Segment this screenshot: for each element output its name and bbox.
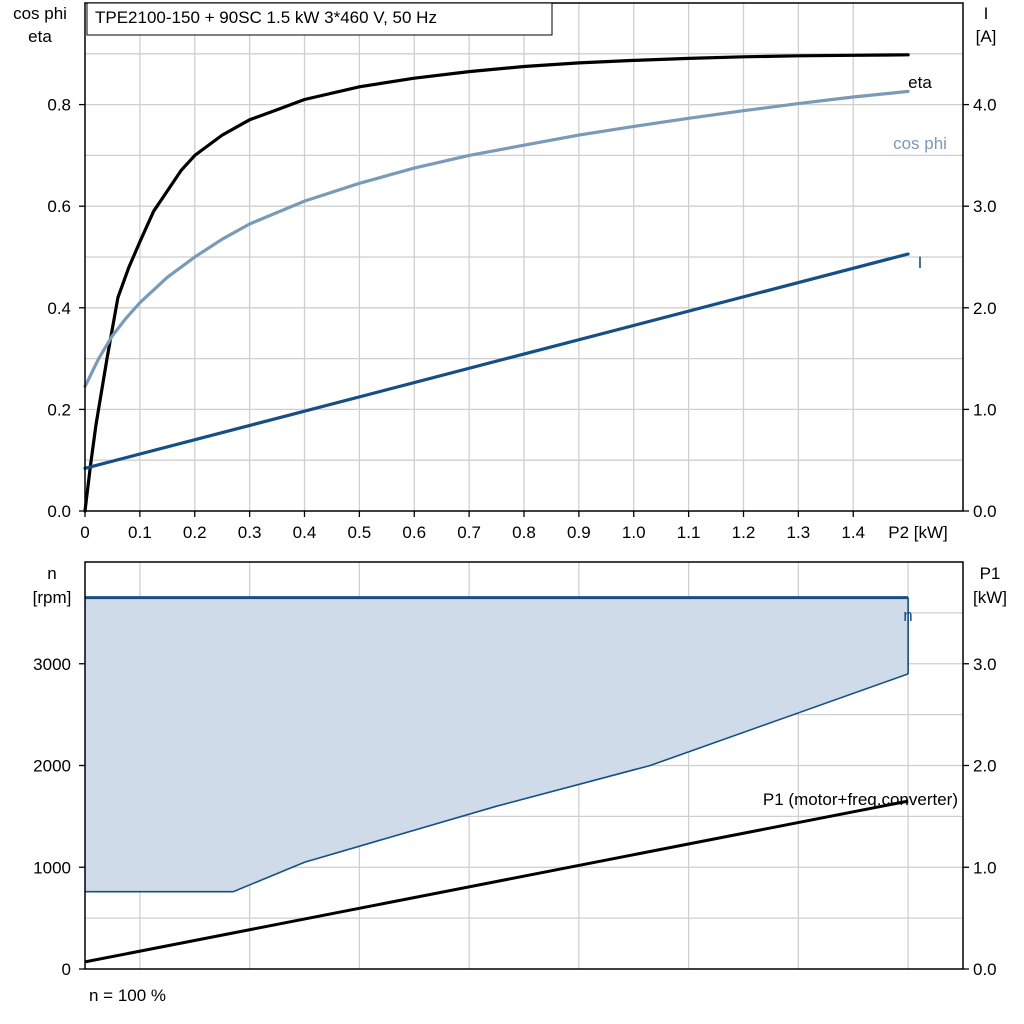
x-axis-tick-label: 0.9 xyxy=(567,523,591,542)
upper-series xyxy=(83,53,910,513)
upper-x-axis-label: P2 [kW] xyxy=(888,523,948,542)
x-axis-tick-label: 0.2 xyxy=(183,523,207,542)
x-axis-tick-label: 0.1 xyxy=(128,523,152,542)
right-axis-tick-label: 2.0 xyxy=(973,299,997,318)
lower-chart: 0 1000 2000 3000 0.0 1.0 2.0 3.0 n [rpm] P1 [kW… xyxy=(33,561,1007,1005)
eta-curve xyxy=(83,53,910,513)
upper-chart: 0 0.1 0.2 0.3 0.4 0.5 0.6 0.7 0.8 0.9 1.0 1.1 1.2 1.3… xyxy=(13,2,997,542)
power-axis-tick-label: 2.0 xyxy=(973,757,997,776)
x-axis-tick-label: 0.7 xyxy=(457,523,481,542)
x-axis-tick-label: 0.4 xyxy=(293,523,317,542)
right-axis-tick-label: 1.0 xyxy=(973,400,997,419)
right-axis-tick-label: 4.0 xyxy=(973,96,997,115)
x-axis-tick-label: 1.4 xyxy=(841,523,865,542)
upper-ticks: 0 0.1 0.2 0.3 0.4 0.5 0.6 0.7 0.8 0.9 1.0 1.1 1.2 1.3… xyxy=(47,96,996,542)
x-axis-tick-label: 0 xyxy=(80,523,89,542)
power-axis-tick-label: 3.0 xyxy=(973,655,997,674)
speed-series-label: n xyxy=(903,606,912,625)
speed-axis-tick-label: 2000 xyxy=(33,757,71,776)
x-axis-tick-label: 0.8 xyxy=(512,523,536,542)
min-speed-boundary xyxy=(85,673,909,893)
current-series-label: I xyxy=(918,253,923,272)
x-axis-tick-label: 0.6 xyxy=(402,523,426,542)
power-axis-tick-label: 0.0 xyxy=(973,960,997,979)
title-box xyxy=(86,2,553,36)
left-axis-tick-label: 0.8 xyxy=(47,96,71,115)
right-axis-tick-label: 3.0 xyxy=(973,197,997,216)
right-axis-tick-label: 0.0 xyxy=(973,502,997,521)
left-axis-tick-label: 0.4 xyxy=(47,299,71,318)
x-axis-tick-label: 1.0 xyxy=(622,523,646,542)
lower-series xyxy=(84,596,909,964)
lower-left-axis-label-2: [rpm] xyxy=(33,588,72,607)
speed-axis-tick-label: 3000 xyxy=(33,655,71,674)
cos-phi-series-label: cos phi xyxy=(893,134,947,153)
speed-axis-tick-label: 1000 xyxy=(33,858,71,877)
cos-phi-curve xyxy=(83,89,910,389)
speed-operating-area xyxy=(85,597,909,892)
left-axis-tick-label: 0.0 xyxy=(47,502,71,521)
chart-title: TPE2100-150 + 90SC 1.5 kW 3*460 V, 50 Hz xyxy=(95,8,437,27)
x-axis-tick-label: 0.5 xyxy=(348,523,372,542)
p1-power-line xyxy=(84,799,909,964)
eta-series-label: eta xyxy=(908,73,932,92)
upper-grid xyxy=(85,3,963,511)
x-axis-tick-label: 1.2 xyxy=(732,523,756,542)
upper-left-axis-label-1: cos phi xyxy=(13,4,67,23)
lower-right-axis-label-2: [kW] xyxy=(973,588,1007,607)
x-axis-tick-label: 1.3 xyxy=(787,523,811,542)
p1-series-label: P1 (motor+freq.converter) xyxy=(763,790,958,809)
lower-ticks: 0 1000 2000 3000 0.0 1.0 2.0 3.0 xyxy=(33,655,996,979)
upper-right-axis-label-2: [A] xyxy=(976,27,997,46)
lower-left-axis-label-1: n xyxy=(47,564,56,583)
footer-speed-note: n = 100 % xyxy=(89,986,166,1005)
x-axis-tick-label: 0.3 xyxy=(238,523,262,542)
speed-axis-tick-label: 0 xyxy=(62,960,71,979)
left-axis-tick-label: 0.6 xyxy=(47,197,71,216)
upper-right-axis-label-1: I xyxy=(984,4,989,23)
current-line xyxy=(83,252,910,470)
lower-right-axis-label-1: P1 xyxy=(980,564,1001,583)
upper-left-axis-label-2: eta xyxy=(28,27,52,46)
x-axis-tick-label: 1.1 xyxy=(677,523,701,542)
power-axis-tick-label: 1.0 xyxy=(973,858,997,877)
left-axis-tick-label: 0.2 xyxy=(47,400,71,419)
